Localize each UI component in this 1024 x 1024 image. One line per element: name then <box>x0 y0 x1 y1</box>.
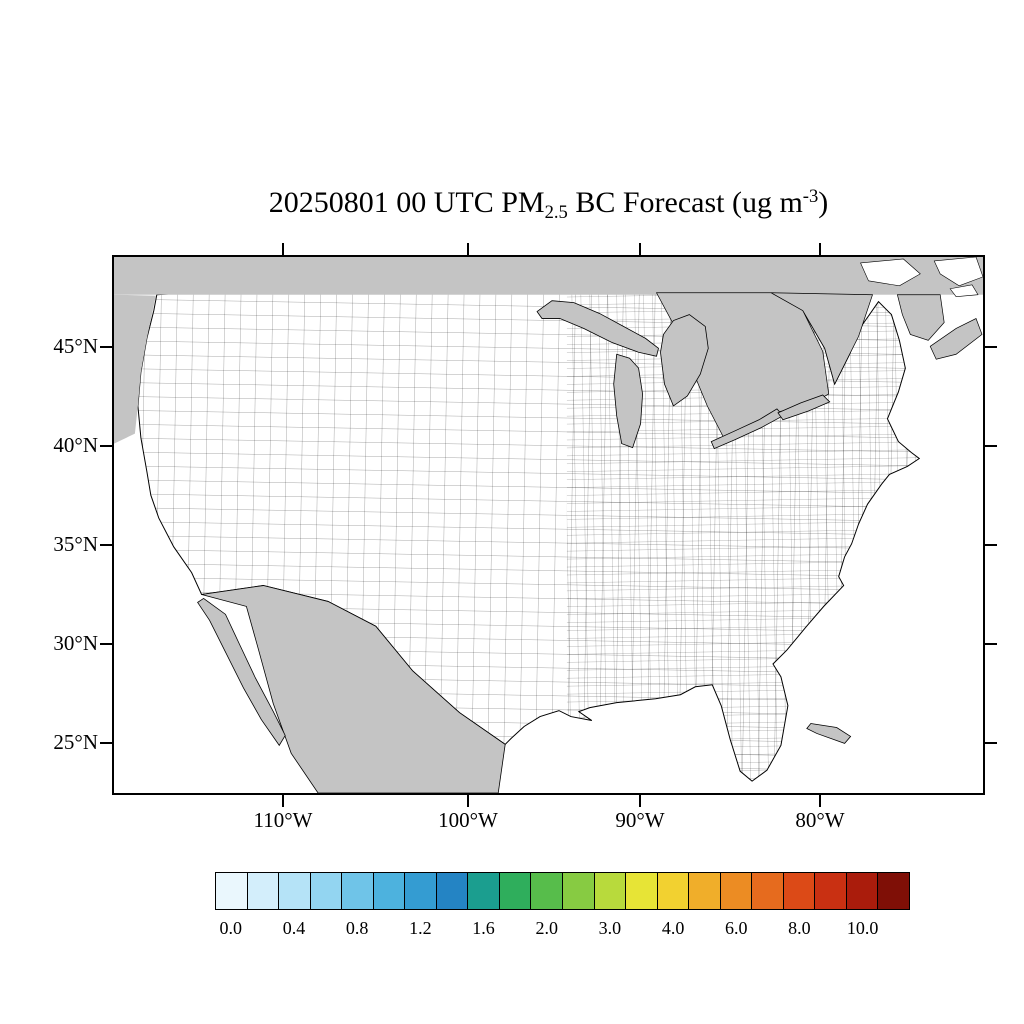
x-axis-tick-top <box>819 243 821 255</box>
lake-huron <box>660 314 709 407</box>
y-axis-tick-right <box>985 544 997 546</box>
colorbar-cell <box>594 873 627 909</box>
colorbar-cell <box>310 873 343 909</box>
colorbar-cell <box>846 873 879 909</box>
baja-california <box>197 597 286 747</box>
x-axis-tick <box>639 795 641 807</box>
quebec-region <box>770 292 873 386</box>
title-text-3: ) <box>818 186 829 220</box>
title-text-2: BC Forecast (ug m <box>567 186 803 220</box>
y-axis-tick-right <box>985 445 997 447</box>
colorbar-cell <box>279 873 311 909</box>
y-axis-tick-right <box>985 346 997 348</box>
colorbar-cell <box>878 873 910 909</box>
y-axis-tick <box>100 346 112 348</box>
x-axis-tick-top <box>639 243 641 255</box>
y-axis-label: 30°N <box>53 631 98 655</box>
y-axis-label: 35°N <box>53 532 98 556</box>
gulf-st-lawrence-water-3 <box>949 284 979 298</box>
colorbar-label: 0.0 <box>219 918 243 938</box>
x-axis-label: 110°W <box>253 808 313 832</box>
y-axis-tick <box>100 445 112 447</box>
colorbar-cell <box>436 873 469 909</box>
colorbar-label: 3.0 <box>598 918 622 938</box>
y-axis-tick <box>100 742 112 744</box>
y-axis-tick <box>100 643 112 645</box>
colorbar-label: 0.4 <box>282 918 306 938</box>
x-axis-label: 80°W <box>795 808 845 832</box>
colorbar-label: 10.0 <box>846 918 879 938</box>
colorbar-cell <box>247 873 280 909</box>
colorbar-cell <box>626 873 658 909</box>
x-axis-tick-top <box>282 243 284 255</box>
colorbar-cell <box>752 873 784 909</box>
colorbar-cell <box>783 873 816 909</box>
y-axis-tick <box>100 544 112 546</box>
colorbar-cells <box>215 872 910 910</box>
colorbar-label: 1.6 <box>472 918 495 938</box>
colorbar-label: 1.2 <box>409 918 432 938</box>
x-axis-label: 100°W <box>438 808 498 832</box>
colorbar-cell <box>216 873 248 909</box>
y-axis-label: 45°N <box>53 334 98 358</box>
pacific-northwest-gray <box>114 294 156 444</box>
colorbar-label: 0.8 <box>345 918 369 938</box>
colorbar-label: 8.0 <box>788 918 811 938</box>
cuba <box>806 723 852 744</box>
y-axis-label: 40°N <box>53 433 98 457</box>
colorbar-cell <box>720 873 753 909</box>
gulf-st-lawrence-water-2 <box>933 257 983 287</box>
colorbar-label: 6.0 <box>725 918 748 938</box>
x-axis-label: 90°W <box>615 808 665 832</box>
x-axis-tick <box>819 795 821 807</box>
title-superscript: -3 <box>802 186 819 207</box>
x-axis-tick-top <box>467 243 469 255</box>
colorbar-cell <box>563 873 595 909</box>
colorbar-cell <box>657 873 690 909</box>
map-frame <box>112 255 985 795</box>
y-axis-tick-right <box>985 643 997 645</box>
colorbar-cell <box>342 873 374 909</box>
colorbar-cell <box>531 873 564 909</box>
colorbar-labels: 0.0 0.4 0.8 1.2 1.6 2.0 3.0 4.0 6.0 8.0 … <box>215 918 910 944</box>
colorbar-cell <box>405 873 437 909</box>
canada-region <box>114 257 983 295</box>
colorbar-label: 2.0 <box>535 918 558 938</box>
lake-ontario <box>777 394 831 421</box>
new-brunswick <box>896 294 945 341</box>
x-axis-tick <box>467 795 469 807</box>
colorbar-cell <box>499 873 532 909</box>
lake-superior <box>536 300 659 357</box>
y-axis-label: 25°N <box>53 730 98 754</box>
lake-michigan <box>613 353 643 449</box>
x-axis-tick <box>282 795 284 807</box>
title-subscript: 2.5 <box>544 201 568 223</box>
colorbar-label: 4.0 <box>661 918 685 938</box>
colorbar-cell <box>689 873 721 909</box>
y-axis-tick-right <box>985 742 997 744</box>
colorbar-cell <box>815 873 847 909</box>
plot-title: 20250801 00 UTC PM2.5 BC Forecast (ug m-… <box>112 186 985 224</box>
gulf-st-lawrence-water <box>860 258 921 287</box>
nova-scotia <box>929 318 983 360</box>
colorbar-cell <box>468 873 500 909</box>
mexico-region <box>201 585 506 793</box>
title-text-1: 20250801 00 UTC PM <box>268 186 545 220</box>
map-svg <box>114 257 983 793</box>
colorbar-cell <box>373 873 406 909</box>
